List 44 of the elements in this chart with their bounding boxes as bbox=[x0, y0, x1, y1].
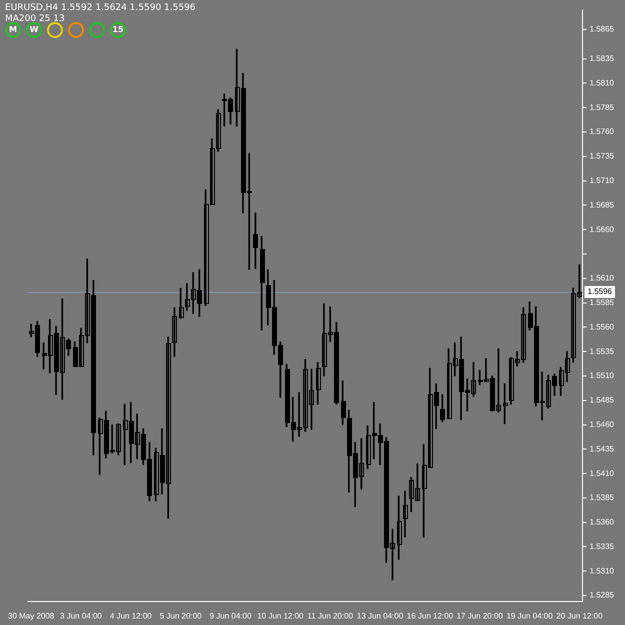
circle-icon: 15 bbox=[110, 22, 126, 38]
y-tick-label: 1.5335 bbox=[590, 542, 615, 551]
y-tick-label: 1.5535 bbox=[590, 346, 615, 356]
x-tick-label: 13 Jun 04:00 bbox=[356, 611, 404, 620]
y-tick-label: 1.5460 bbox=[590, 420, 615, 429]
y-tick-label: 1.5710 bbox=[590, 176, 615, 185]
circle-icon: M bbox=[5, 22, 21, 38]
chart-subtitle: MA200 25 13 bbox=[5, 14, 66, 25]
x-tick-label: 4 Jun 12:00 bbox=[110, 611, 152, 620]
y-tick-label: 1.5785 bbox=[590, 102, 615, 112]
y-tick-label: 1.5310 bbox=[590, 566, 615, 576]
candlestick bbox=[403, 490, 408, 538]
x-tick-label: 17 Jun 20:00 bbox=[456, 611, 504, 620]
y-tick-label: 1.5810 bbox=[590, 78, 615, 88]
y-tick-label: 1.5560 bbox=[590, 322, 615, 332]
y-tick-label: 1.5585 bbox=[590, 298, 615, 307]
circle-icon: W bbox=[26, 22, 42, 38]
x-tick-label: 30 May 2008 bbox=[8, 611, 55, 620]
ref-line-label: 1.5596 bbox=[588, 287, 613, 296]
x-tick-label: 5 Jun 20:00 bbox=[160, 611, 202, 620]
candlestick bbox=[253, 212, 258, 269]
y-tick-label: 1.5660 bbox=[590, 224, 615, 234]
x-tick-label: 10 Jun 12:00 bbox=[257, 611, 304, 620]
y-tick-label: 1.5410 bbox=[590, 468, 615, 478]
candlestick bbox=[172, 307, 177, 357]
x-tick-label: 16 Jun 12:00 bbox=[406, 611, 454, 620]
y-tick-label: 1.5865 bbox=[590, 24, 615, 34]
y-tick-label: 1.5735 bbox=[590, 152, 615, 161]
y-tick-label: 1.5435 bbox=[590, 444, 615, 454]
y-tick-label: 1.5835 bbox=[590, 54, 615, 63]
chart-title: EURUSD,H4 1.5592 1.5624 1.5590 1.5596 bbox=[5, 3, 196, 14]
y-tick-label: 1.5285 bbox=[590, 590, 615, 600]
x-tick-label: 3 Jun 04:00 bbox=[60, 611, 102, 620]
y-tick-label: 1.5760 bbox=[590, 127, 615, 136]
y-tick-label: 1.5485 bbox=[590, 396, 615, 405]
y-tick-label: 1.5510 bbox=[590, 371, 615, 380]
y-tick-label: 1.5385 bbox=[590, 493, 615, 502]
x-tick-label: 19 Jun 04:00 bbox=[506, 611, 554, 620]
y-tick-label: 1.5360 bbox=[590, 518, 615, 527]
y-tick-label: 1.5685 bbox=[590, 200, 615, 210]
x-tick-label: 20 Jun 12:00 bbox=[556, 611, 604, 620]
x-tick-label: 11 Jun 20:00 bbox=[307, 611, 354, 620]
x-tick-label: 9 Jun 04:00 bbox=[210, 611, 252, 620]
y-tick-label: 1.5610 bbox=[590, 274, 615, 283]
